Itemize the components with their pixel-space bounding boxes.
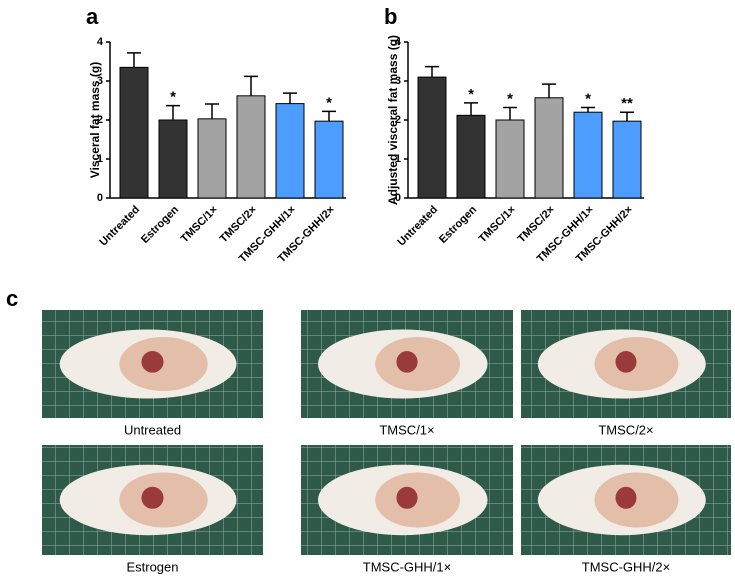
dissection: [594, 337, 679, 391]
panel-label: b: [384, 4, 397, 29]
error-bar: [425, 65, 439, 78]
error-bar: [542, 83, 556, 98]
y-tick-label: 2: [97, 114, 103, 126]
y-tick-label: 0: [97, 192, 103, 204]
y-tick-label: 3: [395, 75, 401, 87]
error-bar: [503, 106, 517, 120]
significance: *: [326, 94, 332, 111]
x-tick-label: TMSC/1×: [179, 204, 221, 246]
significance: *: [507, 90, 513, 107]
significance: *: [468, 86, 474, 103]
bar: [197, 118, 227, 199]
organ: [141, 486, 164, 509]
x-tick-label: Untreated: [395, 204, 440, 249]
bar: [314, 120, 344, 199]
significance: *: [170, 89, 176, 106]
bar: [456, 114, 486, 199]
error-bar: [244, 75, 258, 96]
dissection: [375, 472, 460, 528]
bar: [495, 119, 525, 199]
error-bar: [464, 102, 478, 116]
organ: [396, 486, 418, 509]
dissection: [594, 472, 679, 528]
y-tick-label: 3: [97, 75, 103, 87]
bar: [534, 97, 564, 199]
photo-label: TMSC/2×: [598, 422, 653, 437]
organ: [396, 351, 418, 373]
organ: [615, 351, 637, 373]
x-tick-label: TMSC/2×: [218, 204, 260, 246]
bar: [573, 111, 603, 199]
y-tick-label: 2: [395, 114, 401, 126]
photo-label: Untreated: [124, 422, 181, 437]
x-tick-label: Untreated: [97, 204, 142, 249]
y-tick-label: 4: [97, 36, 104, 48]
organ: [141, 351, 164, 373]
bar: [275, 103, 305, 199]
photo-label: TMSC/1×: [379, 422, 434, 437]
x-tick-label: Estrogen: [437, 204, 479, 246]
bar: [119, 66, 149, 199]
x-tick-label: TMSC/1×: [477, 204, 519, 246]
photo-label: Estrogen: [126, 559, 178, 574]
panel-label: a: [86, 4, 99, 29]
error-bar: [322, 110, 336, 122]
x-tick-label: Estrogen: [139, 204, 181, 246]
bar: [612, 120, 642, 199]
photo-label: TMSC-GHH/1×: [363, 559, 451, 574]
panel-label: c: [6, 286, 18, 311]
dissection: [119, 337, 208, 391]
error-bar: [620, 111, 634, 122]
y-tick-label: 4: [395, 36, 402, 48]
y-axis-label: Visceral fat mass (g): [88, 62, 102, 179]
significance: *: [585, 90, 591, 107]
error-bar: [205, 103, 219, 119]
bar: [158, 119, 188, 199]
error-bar: [166, 104, 180, 120]
significance: **: [621, 95, 633, 112]
y-tick-label: 0: [395, 192, 401, 204]
y-tick-label: 1: [97, 153, 103, 165]
error-bar: [283, 92, 297, 104]
bar: [236, 95, 266, 199]
dissection: [375, 337, 460, 391]
organ: [615, 486, 637, 509]
x-tick-label: TMSC/2×: [516, 204, 558, 246]
y-axis-label: Adjusted visceral fat mass (g): [386, 35, 400, 205]
dissection: [119, 472, 208, 528]
bar: [417, 76, 447, 199]
error-bar: [127, 52, 141, 68]
error-bar: [581, 106, 595, 113]
y-tick-label: 1: [395, 153, 401, 165]
photo-label: TMSC-GHH/2×: [582, 559, 670, 574]
